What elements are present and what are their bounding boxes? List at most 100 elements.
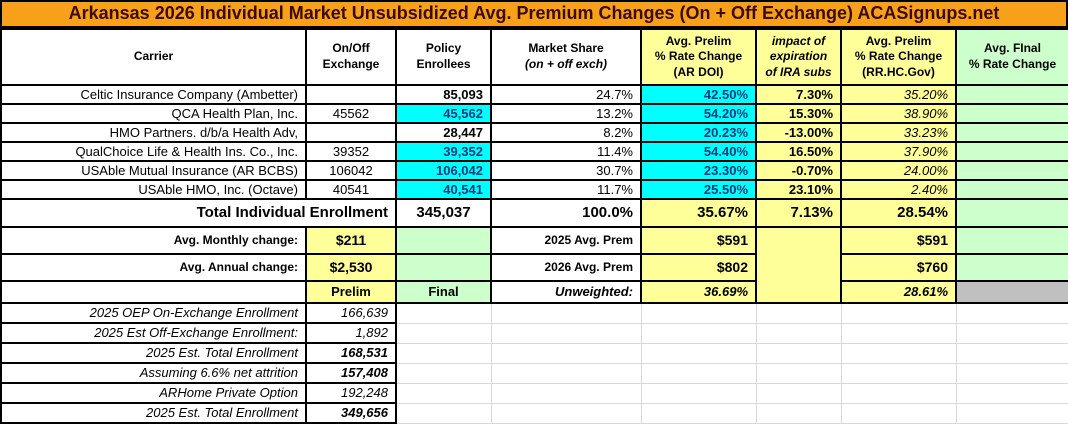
table-row-carrier-6: USAble HMO, Inc. (Octave) 40541 40,541 1…: [0, 179, 1068, 200]
carrier-name-cell: Celtic Insurance Company (Ambetter): [0, 84, 307, 105]
on-off-exchange-cell: 39352: [305, 141, 397, 162]
prelim-rrhc-cell: 2.40%: [840, 179, 957, 200]
table-row-carrier-4: QualChoice Life & Health Ins. Co., Inc. …: [0, 141, 1068, 162]
policy-enrollees-cell: 45,562: [395, 103, 492, 124]
prem-2026-label: 2026 Avg. Prem: [490, 253, 642, 282]
empty-cell: [840, 362, 957, 384]
empty-cell: [395, 402, 492, 424]
empty-cell: [395, 322, 492, 344]
empty-cell: [955, 302, 1068, 324]
on-off-exchange-cell: 45562: [305, 103, 397, 124]
prelim-rrhc-cell: 37.90%: [840, 141, 957, 162]
avg-monthly-row: Avg. Monthly change: $211 2025 Avg. Prem…: [0, 226, 1068, 304]
col-header-carrier: Carrier: [0, 28, 307, 86]
empty-cell: [395, 342, 492, 364]
empty-cell: [840, 382, 957, 404]
market-share-cell: 30.7%: [490, 160, 642, 181]
table-row-carrier-2: QCA Health Plan, Inc. 45562 45,562 13.2%…: [0, 103, 1068, 124]
empty-cell: [640, 402, 757, 424]
avg-monthly-value: $211: [305, 226, 397, 255]
avg-monthly-label: Avg. Monthly change:: [0, 226, 307, 255]
on-off-exchange-cell: [305, 122, 397, 143]
footnote-label: 2025 Est Off-Exchange Enrollment:: [0, 322, 307, 344]
ira-impact-cell: 7.30%: [755, 84, 842, 105]
avg-final-cell: [955, 160, 1068, 181]
empty-cell: [490, 322, 642, 344]
footnote-value: 349,656: [305, 402, 397, 424]
ira-impact-cell: 23.10%: [755, 179, 842, 200]
col-header-policy-enrollees: Policy Enrollees: [395, 28, 492, 86]
empty-cell: [755, 362, 842, 384]
market-share-cell: 11.4%: [490, 141, 642, 162]
footnote-row-3: 2025 Est. Total Enrollment 168,531: [0, 342, 1068, 364]
footnote-row-5: ARHome Private Option 192,248: [0, 382, 1068, 404]
empty-cell: [755, 402, 842, 424]
blank-gray-cell: [955, 280, 1068, 304]
empty-cell: [640, 362, 757, 384]
total-label: Total Individual Enrollment: [0, 198, 397, 228]
footnote-row-4: Assuming 6.6% net attrition 157,408: [0, 362, 1068, 384]
prelim-rrhc-cell: 24.00%: [840, 160, 957, 181]
footnote-value: 166,639: [305, 302, 397, 324]
total-row: Total Individual Enrollment 345,037 100.…: [0, 198, 1068, 228]
total-prelim-rrhc: 28.54%: [840, 198, 957, 228]
empty-cell: [955, 362, 1068, 384]
total-enrollees: 345,037: [395, 198, 492, 228]
avg-final-cell: [955, 179, 1068, 200]
empty-cell: [490, 342, 642, 364]
blank-green-cell: [955, 253, 1068, 282]
footnote-label: 2025 OEP On-Exchange Enrollment: [0, 302, 307, 324]
empty-cell: [640, 302, 757, 324]
blank-green-cell: [395, 226, 492, 255]
empty-cell: [395, 302, 492, 324]
avg-final-cell: [955, 122, 1068, 143]
carrier-name-cell: USAble HMO, Inc. (Octave): [0, 179, 307, 200]
empty-cell: [490, 402, 642, 424]
market-share-cell: 11.7%: [490, 179, 642, 200]
prem-2026-ardoi: $802: [640, 253, 757, 282]
empty-cell: [490, 382, 642, 404]
premium-table: Carrier On/Off Exchange Policy Enrollees M…: [0, 28, 1068, 424]
table-row-carrier-5: USAble Mutual Insurance (AR BCBS) 106042…: [0, 160, 1068, 181]
empty-cell: [955, 382, 1068, 404]
avg-annual-row: Avg. Annual change: $2,530 2026 Avg. Pre…: [0, 253, 1068, 282]
on-off-exchange-cell: 40541: [305, 179, 397, 200]
ira-merged-blank-cell: [755, 226, 842, 304]
table-row-carrier-1: Celtic Insurance Company (Ambetter) 85,0…: [0, 84, 1068, 105]
empty-cell: [840, 402, 957, 424]
empty-cell: [640, 322, 757, 344]
col-header-on-off-exchange: On/Off Exchange: [305, 28, 397, 86]
empty-cell: [395, 382, 492, 404]
prem-2026-rrhc: $760: [840, 253, 957, 282]
footnote-value: 157,408: [305, 362, 397, 384]
header-row: Carrier On/Off Exchange Policy Enrollees M…: [0, 28, 1068, 86]
market-share-cell: 13.2%: [490, 103, 642, 124]
policy-enrollees-cell: 39,352: [395, 141, 492, 162]
prelim-ardoi-cell: 54.20%: [640, 103, 757, 124]
ira-impact-cell: 15.30%: [755, 103, 842, 124]
carrier-name-cell: QCA Health Plan, Inc.: [0, 103, 307, 124]
empty-cell: [840, 302, 957, 324]
footnote-label: 2025 Est. Total Enrollment: [0, 342, 307, 364]
on-off-exchange-cell: 106042: [305, 160, 397, 181]
empty-cell: [640, 342, 757, 364]
prelim-rrhc-cell: 38.90%: [840, 103, 957, 124]
prem-2025-ardoi: $591: [640, 226, 757, 255]
unweighted-ardoi: 36.69%: [640, 280, 757, 304]
col-header-market-share: Market Share (on + off exch): [490, 28, 642, 86]
on-off-exchange-cell: [305, 84, 397, 105]
empty-cell: [840, 342, 957, 364]
carrier-name-cell: HMO Partners. d/b/a Health Adv,: [0, 122, 307, 143]
blank-green-cell: [955, 226, 1068, 255]
footnote-label: Assuming 6.6% net attrition: [0, 362, 307, 384]
blank-green-cell: [395, 253, 492, 282]
unweighted-label: Unweighted:: [490, 280, 642, 304]
carrier-name-cell: USAble Mutual Insurance (AR BCBS): [0, 160, 307, 181]
empty-cell: [640, 382, 757, 404]
empty-cell: [755, 302, 842, 324]
policy-enrollees-cell: 85,093: [395, 84, 492, 105]
policy-enrollees-cell: 28,447: [395, 122, 492, 143]
col-header-prelim-ardoi: Avg. Prelim% Rate Change (AR DOI): [640, 28, 757, 86]
blank-cell: [0, 280, 307, 304]
sheet-title: Arkansas 2026 Individual Market Unsubsid…: [0, 0, 1068, 28]
